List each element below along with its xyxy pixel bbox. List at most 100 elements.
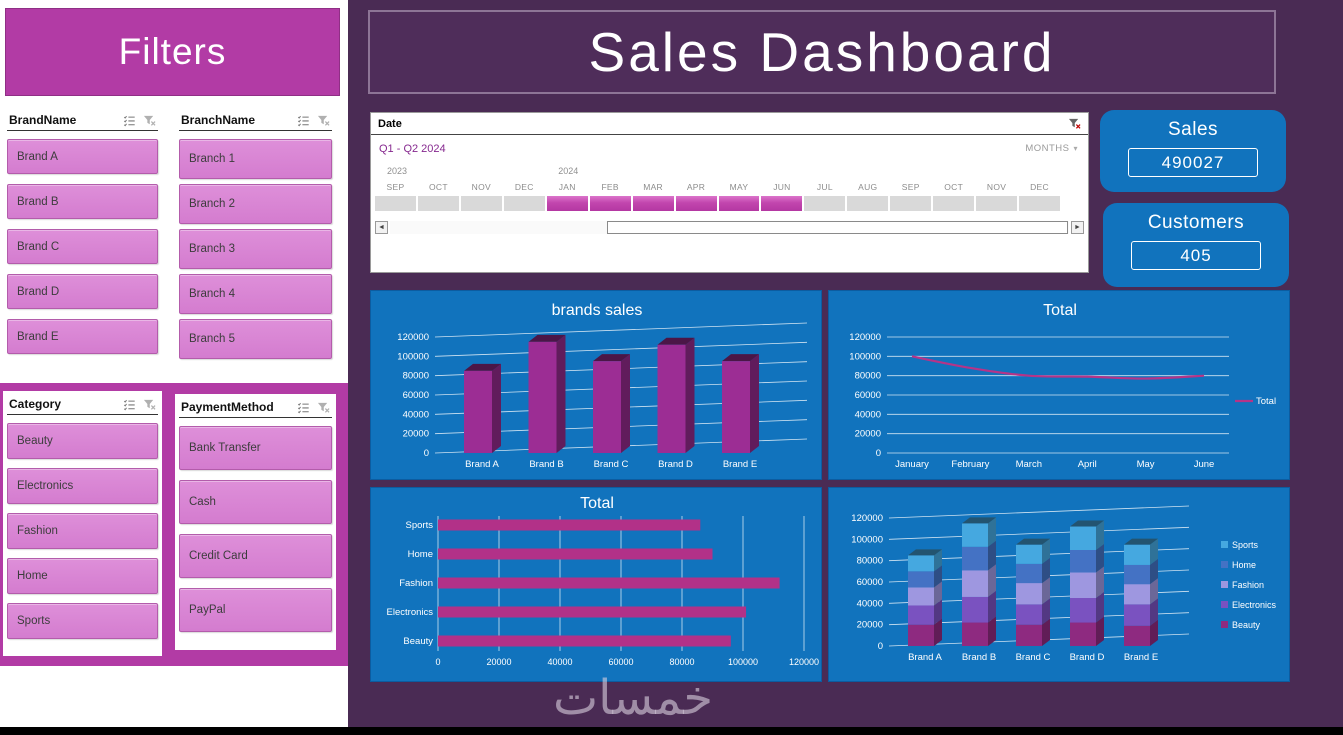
customers-kpi-card: Customers 405 [1103, 203, 1289, 287]
slicer-item-branch-5[interactable]: Branch 5 [179, 319, 332, 359]
hbar-chart-svg: Total 0 20000 40000 60000 80000 100000 120000 Sp… [387, 495, 819, 667]
svg-text:40000: 40000 [547, 657, 572, 667]
multiselect-icon[interactable] [123, 114, 136, 127]
slicer-item-branch-2[interactable]: Branch 2 [179, 184, 332, 224]
slicer-item-branch-3[interactable]: Branch 3 [179, 229, 332, 269]
slicer-item-beauty[interactable]: Beauty [7, 423, 158, 459]
slicer-item-home[interactable]: Home [7, 558, 158, 594]
timeline-cell-12-sep[interactable] [890, 196, 932, 211]
svg-text:Brand C: Brand C [594, 459, 629, 470]
timeline-month-label: NOV [986, 182, 1007, 192]
timeline-cell-10-jul[interactable] [804, 196, 846, 211]
slicer-header: PaymentMethod [179, 399, 332, 418]
dashboard-title-box: Sales Dashboard [368, 10, 1276, 94]
svg-text:Total: Total [1043, 302, 1077, 319]
date-timeline-slicer: Date Q1 - Q2 2024 MONTHS ▾ 2023 2024 SEP O… [370, 112, 1089, 273]
timeline-cell-11-aug[interactable] [847, 196, 889, 211]
sales-kpi-label: Sales [1167, 119, 1219, 140]
svg-text:0: 0 [876, 448, 881, 459]
timeline-cell-3-dec[interactable] [503, 196, 545, 211]
scrollbar-thumb[interactable] [607, 221, 1068, 234]
slicer-item-cash[interactable]: Cash [179, 480, 332, 524]
svg-text:Home: Home [1232, 560, 1256, 570]
timeline-cell-5-feb[interactable] [589, 196, 631, 211]
timeline-cell-1-oct[interactable] [417, 196, 459, 211]
slicer-header: BrandName [7, 112, 158, 131]
clear-filter-icon[interactable] [143, 114, 156, 127]
slicer-item-branch-4[interactable]: Branch 4 [179, 274, 332, 314]
timeline-cell-2-nov[interactable] [460, 196, 502, 211]
svg-text:60000: 60000 [857, 577, 883, 588]
slicer-brandname: BrandName Brand A Brand B Brand C Brand D Br… [3, 107, 162, 372]
total-by-category-bar-chart: Total 0 20000 40000 60000 80000 100000 120000 Sp… [370, 487, 822, 682]
slicer-item-brand-e[interactable]: Brand E [7, 319, 158, 354]
slicer-item-electronics[interactable]: Electronics [7, 468, 158, 504]
slicer-item-brand-a[interactable]: Brand A [7, 139, 158, 174]
timeline-month-label: SEP [386, 182, 405, 192]
svg-text:June: June [1194, 459, 1215, 470]
timeline-cell-15-dec[interactable] [1019, 196, 1060, 211]
slicer-item-sports[interactable]: Sports [7, 603, 158, 639]
svg-text:Brand E: Brand E [723, 459, 757, 470]
slicer-item-branch-1[interactable]: Branch 1 [179, 139, 332, 179]
timeline-cells [375, 196, 1060, 211]
slicer-item-fashion[interactable]: Fashion [7, 513, 158, 549]
svg-text:March: March [1016, 459, 1042, 470]
timeline-month-labels: SEP OCT NOV DEC JAN FEB MAR APR MAY JUN JUL AUG SEP O… [375, 182, 1060, 193]
slicer-item-brand-d[interactable]: Brand D [7, 274, 158, 309]
multiselect-icon[interactable] [297, 114, 310, 127]
clear-filter-icon[interactable] [317, 401, 330, 414]
timeline-year-2023: 2023 [387, 166, 408, 176]
slicer-item-brand-b[interactable]: Brand B [7, 184, 158, 219]
svg-text:April: April [1078, 459, 1097, 470]
svg-text:100000: 100000 [397, 351, 429, 362]
timeline-cell-13-oct[interactable] [933, 196, 975, 211]
scrollbar-track[interactable] [390, 221, 1069, 234]
timeline-cell-0-sep[interactable] [375, 196, 416, 211]
column-chart-svg: brands sales 0 20000 40000 60000 80000 100000 1… [397, 302, 808, 470]
slicer-title: BranchName [181, 113, 256, 127]
svg-text:Electronics: Electronics [387, 607, 434, 618]
total-by-month-line-chart: Total 0 20000 40000 60000 80000 100000 120000 Ja… [828, 290, 1290, 480]
timeline-cell-7-apr[interactable] [675, 196, 717, 211]
svg-text:120000: 120000 [397, 332, 429, 343]
date-slicer-label: Date [378, 117, 402, 130]
timeline-years: 2023 2024 [375, 166, 1060, 178]
svg-text:60000: 60000 [403, 390, 429, 401]
slicer-item-paypal[interactable]: PayPal [179, 588, 332, 632]
slicer-title: Category [9, 397, 62, 411]
timeline-month-label: FEB [601, 182, 619, 192]
svg-text:20000: 20000 [855, 429, 881, 440]
svg-text:20000: 20000 [403, 429, 429, 440]
timeline-cell-9-jun[interactable] [761, 196, 803, 211]
clear-filter-icon[interactable] [317, 114, 330, 127]
multiselect-icon[interactable] [123, 398, 136, 411]
timeline-cell-14-nov[interactable] [976, 196, 1018, 211]
timeline-cell-6-mar[interactable] [632, 196, 674, 211]
slicer-item-credit-card[interactable]: Credit Card [179, 534, 332, 578]
svg-text:Sports: Sports [406, 520, 434, 531]
svg-text:Beauty: Beauty [403, 636, 433, 647]
scroll-left-button[interactable]: ◄ [375, 221, 388, 234]
scroll-right-button[interactable]: ► [1071, 221, 1084, 234]
svg-text:brands sales: brands sales [552, 302, 643, 319]
clear-filter-icon[interactable] [1068, 117, 1081, 130]
timeline-cell-4-jan[interactable] [546, 196, 588, 211]
svg-text:Total: Total [1256, 396, 1276, 407]
slicer-title: BrandName [9, 113, 77, 127]
svg-text:40000: 40000 [403, 409, 429, 420]
svg-text:60000: 60000 [855, 390, 881, 401]
svg-text:20000: 20000 [486, 657, 511, 667]
timeline-year-2024: 2024 [558, 166, 579, 176]
period-level-dropdown[interactable]: MONTHS ▾ [1025, 143, 1078, 154]
timeline-month-label: OCT [944, 182, 964, 192]
timeline-month-label: DEC [514, 182, 534, 192]
multiselect-icon[interactable] [297, 401, 310, 414]
slicer-item-bank-transfer[interactable]: Bank Transfer [179, 426, 332, 470]
timeline-cell-8-may[interactable] [718, 196, 760, 211]
date-selection-text: Q1 - Q2 2024 [379, 142, 446, 155]
timeline-month-label: JUL [816, 182, 833, 192]
bottom-bar [0, 727, 1343, 735]
clear-filter-icon[interactable] [143, 398, 156, 411]
slicer-item-brand-c[interactable]: Brand C [7, 229, 158, 264]
